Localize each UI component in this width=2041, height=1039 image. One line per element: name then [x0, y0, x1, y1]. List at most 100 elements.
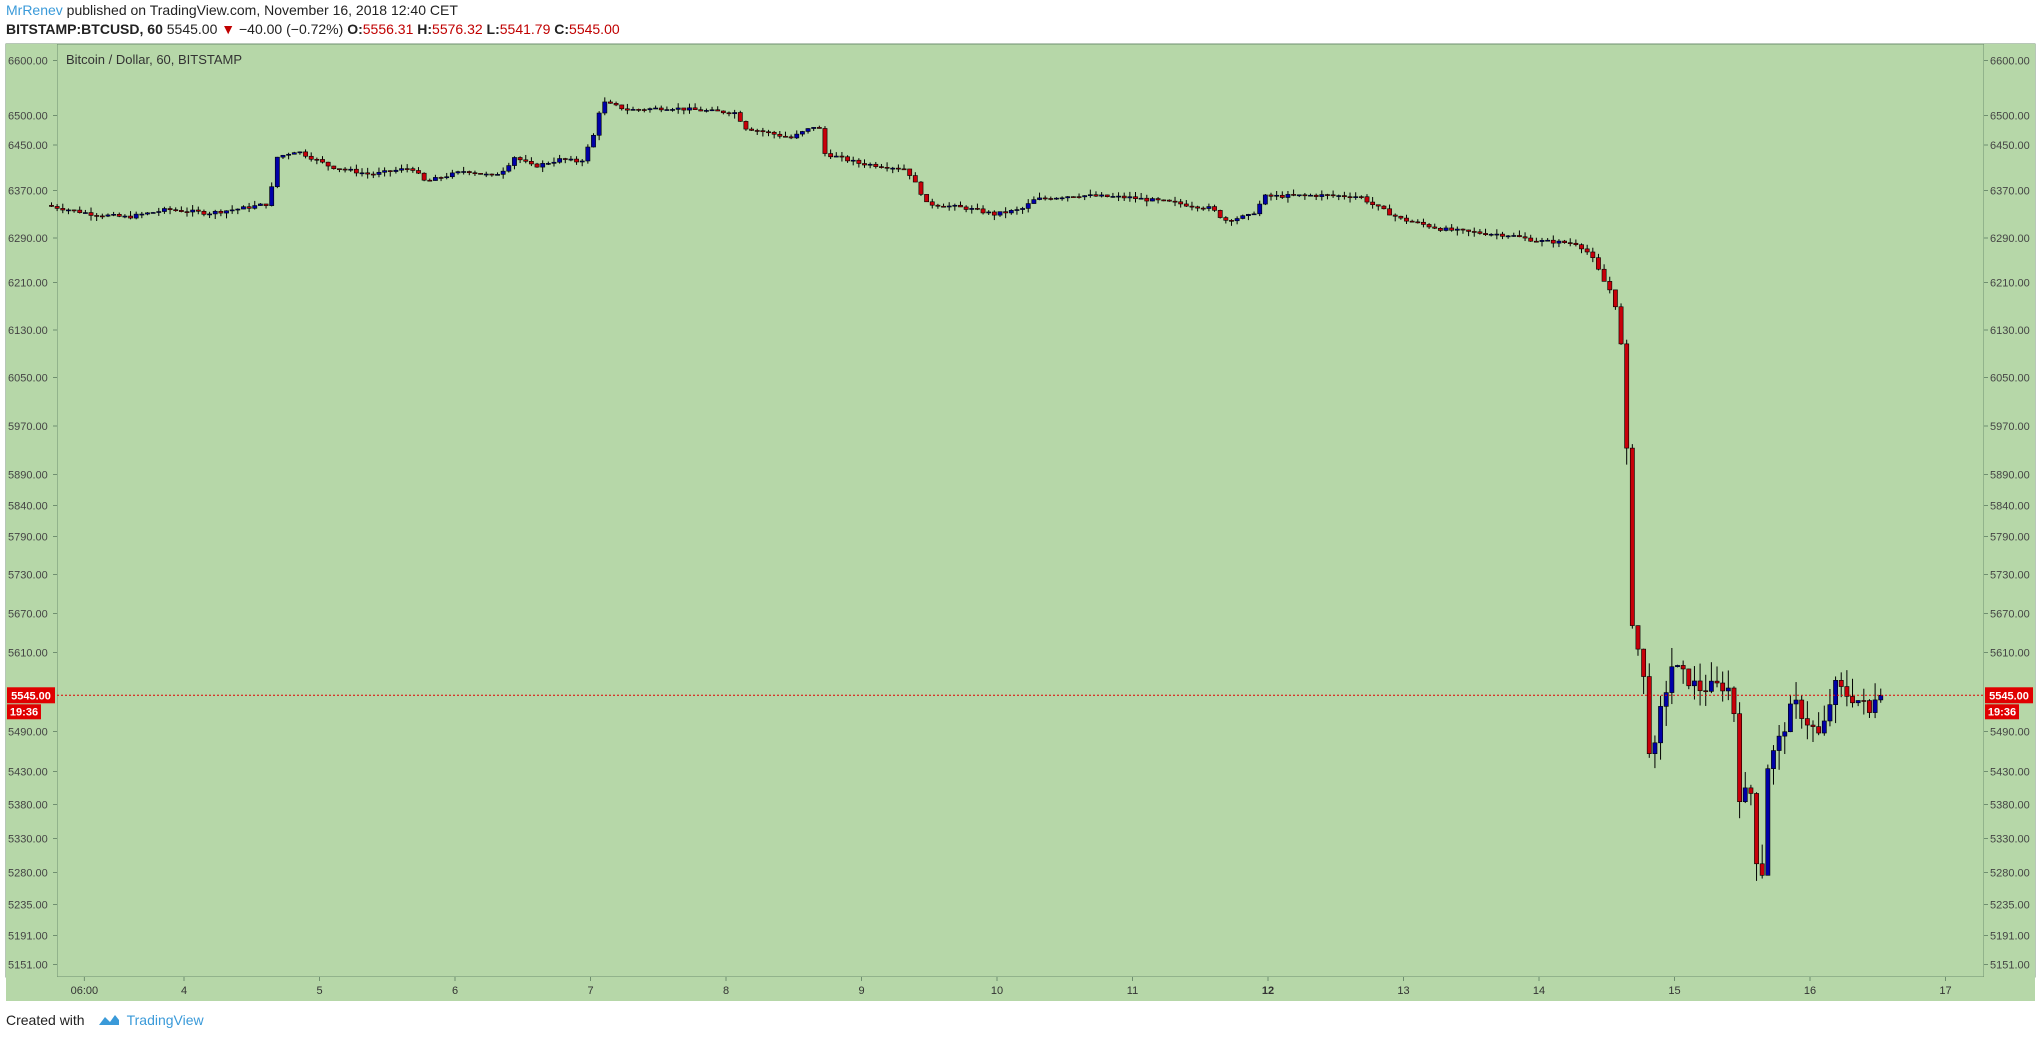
candle-down [760, 130, 766, 133]
candle-down [912, 175, 918, 183]
plot-area[interactable] [57, 44, 1984, 977]
x-tick-label: 4 [181, 985, 187, 997]
candle-down [1421, 221, 1426, 225]
right-axis-bg [1984, 44, 2035, 977]
y-tick-label-right: 6290.00 [1990, 233, 2030, 245]
candle-down [1528, 237, 1534, 242]
candle-down [54, 206, 60, 209]
countdown-label-left: 19:36 [10, 706, 38, 718]
candle-down [901, 168, 907, 171]
candle-up [229, 209, 235, 212]
candle-down [1867, 700, 1872, 713]
candle-down [929, 201, 935, 206]
candle-down [1133, 196, 1138, 199]
candle-down [754, 130, 760, 132]
tradingview-link[interactable]: TradingView [126, 1012, 204, 1028]
candle-down [1415, 221, 1421, 224]
price-axis[interactable]: 6600.00 6600.00 6500.00 6500.00 6450.00 6450.… [8, 56, 2030, 972]
candle-up [286, 153, 292, 156]
candle-up [1127, 196, 1133, 199]
y-tick-label-right: 5970.00 [1990, 421, 2030, 433]
candle-down [1607, 281, 1613, 291]
candle-down [1341, 195, 1347, 198]
candle-down [726, 112, 732, 115]
y-tick-label-left: 6050.00 [8, 373, 48, 385]
high-value: 5576.32 [432, 21, 483, 37]
candle-down [1325, 194, 1330, 196]
candle-up [1725, 687, 1731, 692]
candle-up [105, 214, 111, 217]
candle-up [297, 151, 303, 154]
created-with-text: Created with [6, 1012, 85, 1028]
candle-down [427, 179, 433, 182]
candle-down [698, 109, 704, 112]
candle-down [816, 127, 822, 129]
candle-down [1200, 207, 1206, 210]
y-tick-label-right: 5790.00 [1990, 532, 2030, 544]
candle-down [749, 128, 754, 131]
candle-up [630, 109, 636, 111]
candle-down [1477, 231, 1483, 234]
candle-down [562, 158, 568, 160]
candle-up [1505, 235, 1511, 238]
candle-up [1082, 195, 1088, 198]
candle-down [528, 161, 534, 165]
candle-down [1646, 676, 1652, 754]
candle-up [133, 213, 139, 219]
candle-up [1054, 197, 1059, 200]
y-tick-label-left: 6600.00 [8, 56, 48, 68]
candle-down [1375, 204, 1381, 207]
x-tick-label: 7 [587, 985, 593, 997]
candle-down [692, 107, 698, 110]
y-tick-label-right: 6600.00 [1990, 56, 2030, 68]
y-tick-label-right: 5430.00 [1990, 767, 2030, 779]
candle-down [1703, 690, 1709, 693]
candle-down [743, 121, 749, 130]
candle-up [1511, 235, 1517, 237]
candle-up [986, 211, 992, 214]
publish-info: MrRenev published on TradingView.com, No… [6, 2, 458, 18]
x-tick-label: 13 [1397, 985, 1409, 997]
candle-up [1556, 240, 1562, 244]
candle-down [737, 112, 743, 122]
candle-down [116, 214, 122, 217]
candle-down [1471, 231, 1477, 233]
candle-down [856, 159, 862, 164]
candle-down [1584, 248, 1590, 253]
candle-up [540, 163, 546, 168]
y-tick-label-right: 6450.00 [1990, 140, 2030, 152]
candle-down [1737, 713, 1743, 802]
candle-up [1443, 227, 1449, 231]
candle-down [410, 168, 416, 171]
candle-up [257, 203, 263, 206]
candle-up [1669, 666, 1675, 693]
y-tick-label-right: 5610.00 [1990, 648, 2030, 660]
candle-down [1042, 197, 1048, 200]
author-link[interactable]: MrRenev [6, 2, 63, 18]
countdown-label-right: 19:36 [1988, 706, 2016, 718]
candle-down [1121, 195, 1127, 199]
candle-down [1635, 625, 1641, 650]
y-tick-label-left: 5490.00 [8, 727, 48, 739]
x-tick-label: 06:00 [71, 985, 99, 997]
y-tick-label-right: 5490.00 [1990, 727, 2030, 739]
y-tick-label-left: 5151.00 [8, 960, 48, 972]
candle-up [212, 210, 218, 215]
time-axis[interactable]: 06:00 4 5 6 7 8 9 10 11 12 13 14 15 16 17 [71, 977, 1952, 997]
candle-up [1827, 704, 1833, 722]
candle-down [1330, 194, 1336, 197]
candle-down [472, 172, 478, 175]
candle-up [145, 212, 150, 215]
candle-down [1104, 194, 1110, 197]
candle-up [269, 186, 275, 206]
candle-down [320, 159, 325, 163]
candle-up [150, 212, 156, 214]
candle-down [1612, 289, 1618, 308]
candle-down [1161, 199, 1167, 202]
tradingview-cloud-icon[interactable] [97, 1013, 121, 1027]
candle-up [1262, 194, 1268, 205]
candle-up [890, 167, 896, 170]
candle-down [342, 168, 348, 171]
candle-up [433, 177, 438, 181]
